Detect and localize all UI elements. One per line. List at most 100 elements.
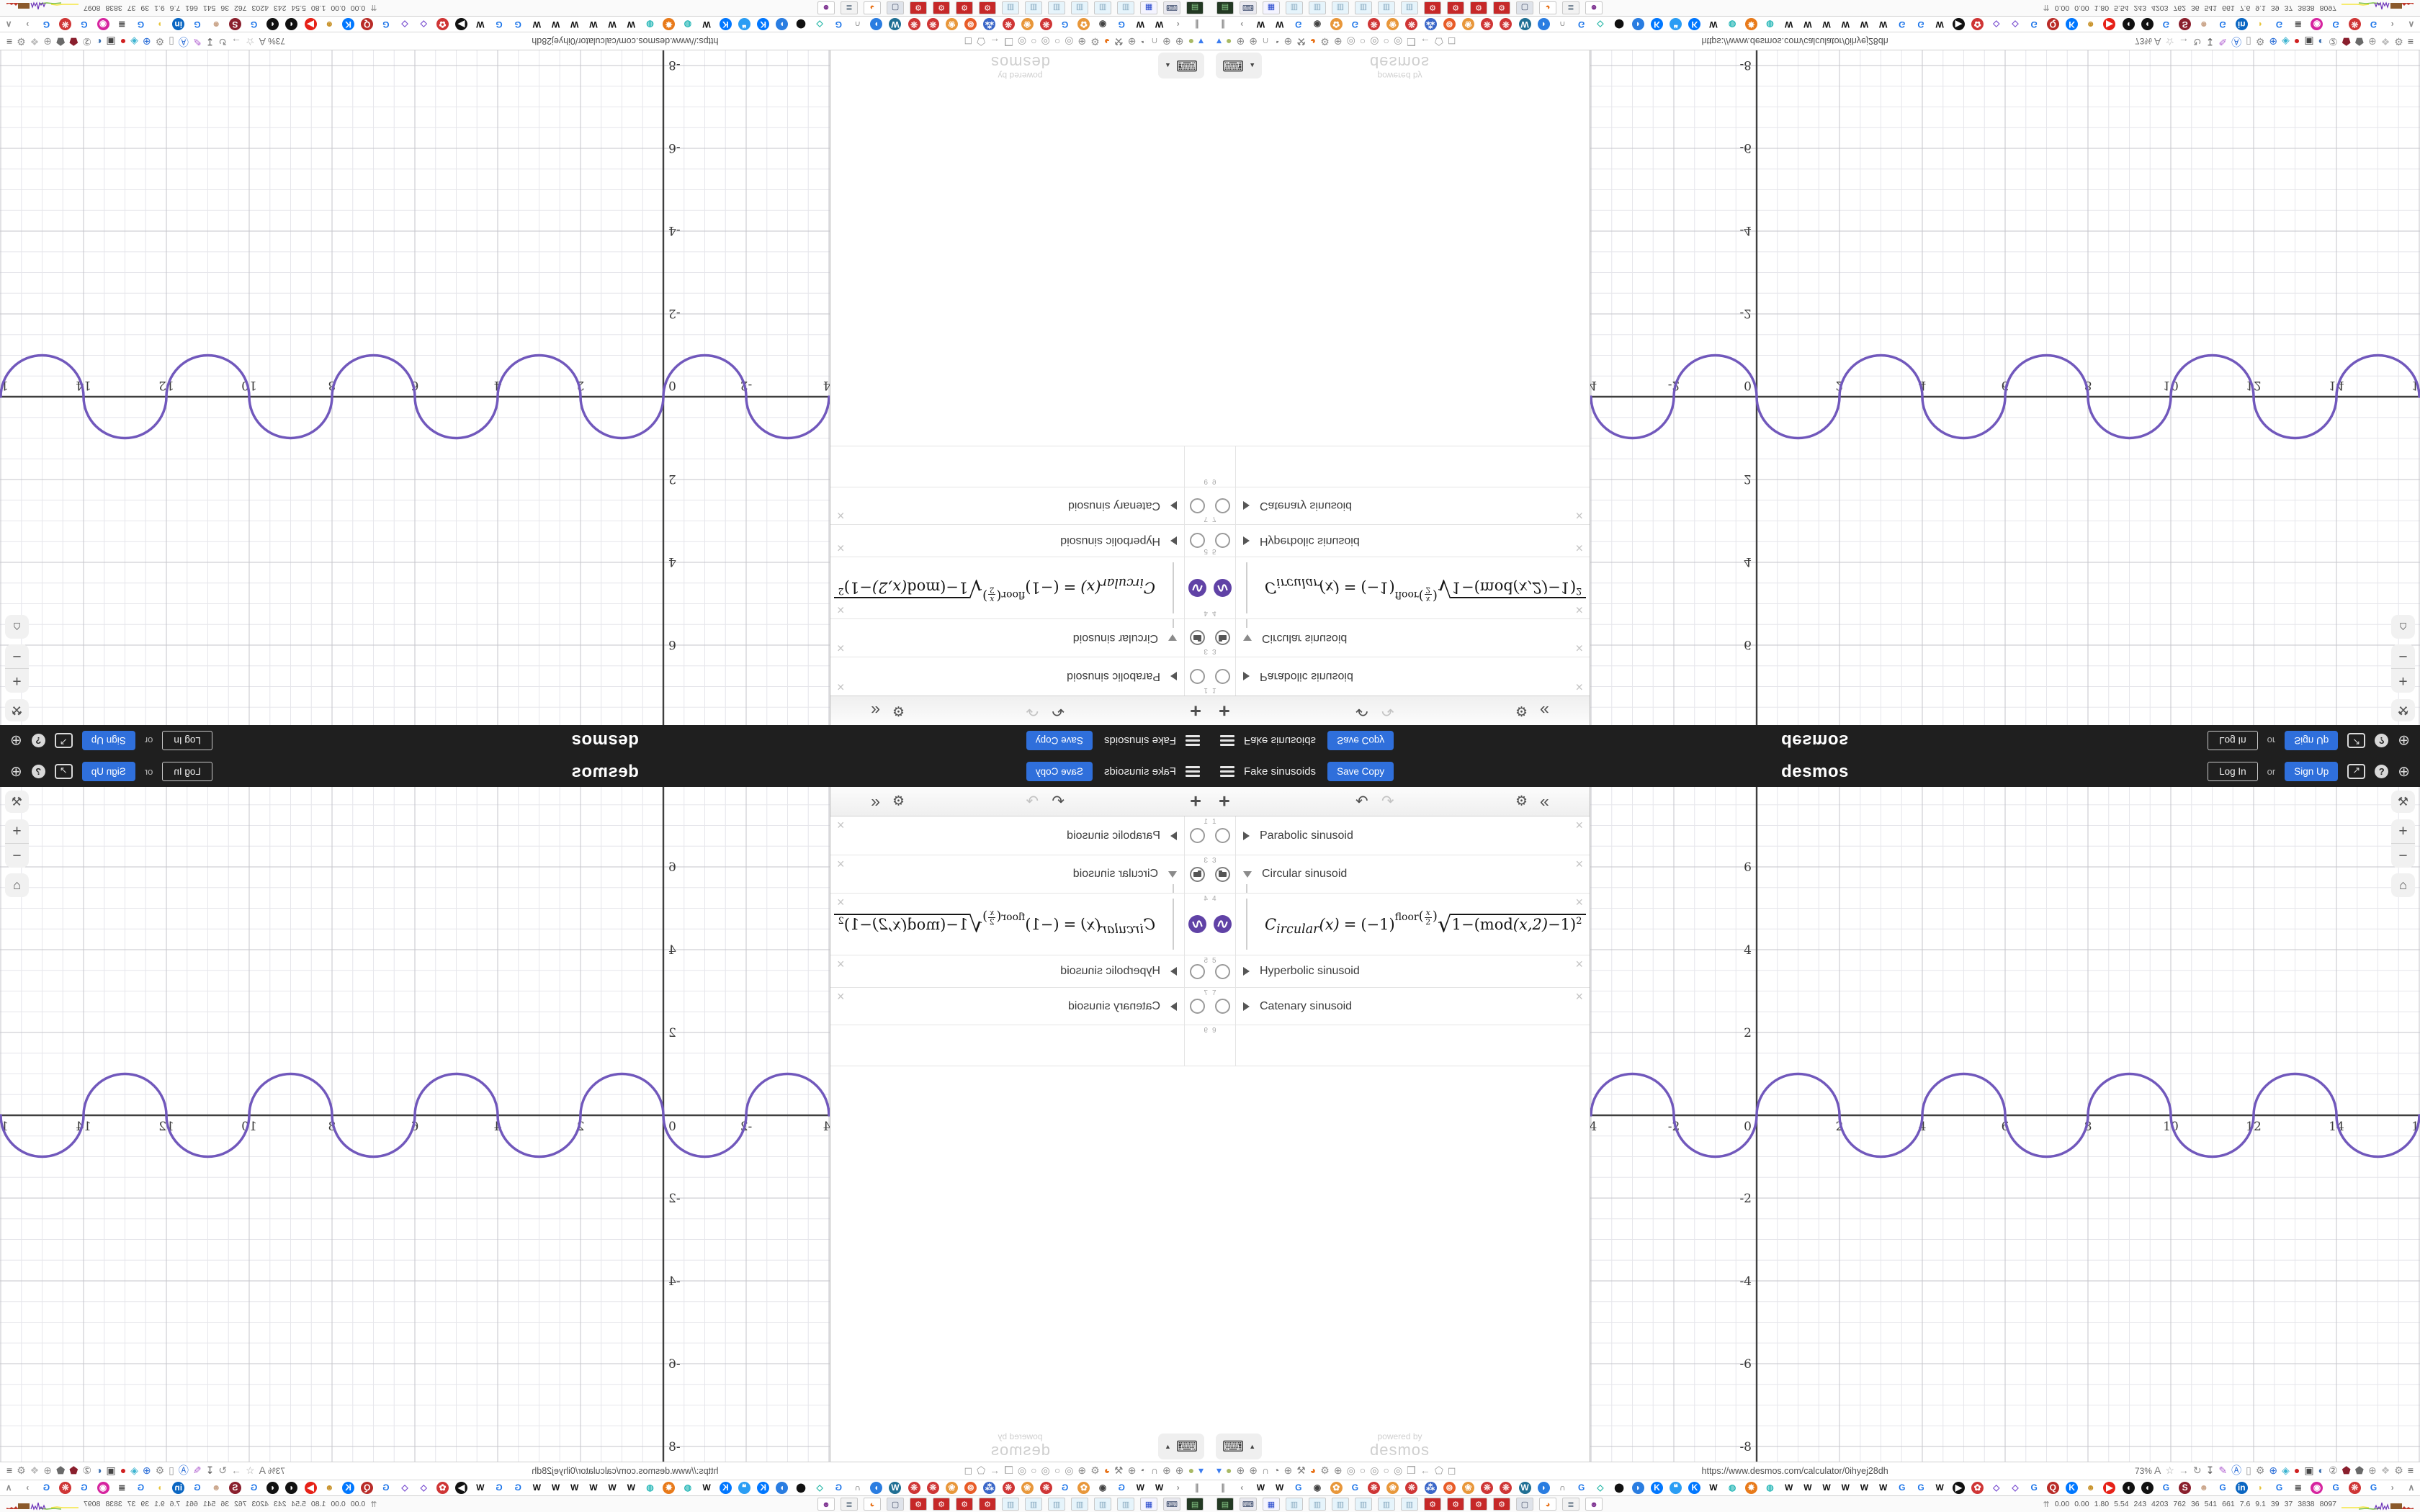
tab-favicon[interactable]: ✸ <box>1744 18 1757 30</box>
extension-icon[interactable]: ⊕ <box>1283 36 1293 48</box>
default-viewport-home-button[interactable]: ⌂ <box>5 873 29 897</box>
tab-favicon[interactable]: ✿ <box>1971 18 1984 30</box>
status-icon[interactable]: ◎ <box>1346 1464 1355 1476</box>
tab-favicon[interactable]: G <box>2370 19 2378 30</box>
expression-row-folder-circular[interactable]: 3 Circular sinusoid × <box>830 618 1210 657</box>
zoom-out-button[interactable]: − <box>12 847 22 864</box>
extension-icon[interactable]: ◕ <box>1309 1464 1317 1476</box>
undo-icon[interactable]: ↶ <box>1052 793 1065 810</box>
tab-favicon[interactable]: K <box>2066 1482 2079 1494</box>
extension-icon[interactable]: ⊕ <box>1236 36 1245 48</box>
tab-favicon[interactable]: ≣ <box>118 1482 126 1493</box>
tab-favicon[interactable]: Q <box>361 18 374 30</box>
hide-panel-icon[interactable]: « <box>871 791 880 811</box>
tab-favicon[interactable]: G <box>42 19 50 30</box>
status-icon[interactable]: ⬠ <box>1434 36 1443 48</box>
sign-up-button[interactable]: Sign Up <box>2285 762 2339 781</box>
folder-toggle-circle-icon[interactable] <box>1215 669 1230 684</box>
tab-favicon[interactable]: W <box>627 19 635 30</box>
tab-favicon[interactable]: ☻ <box>2199 1482 2209 1493</box>
toolbar-icon[interactable]: ⬟ <box>2341 1464 2351 1476</box>
monitor-value[interactable]: 243 <box>273 4 287 12</box>
tab-favicon[interactable]: G <box>382 1482 390 1493</box>
app-icon[interactable]: ▥ <box>1048 1498 1065 1511</box>
tab-favicon[interactable]: ◗ <box>776 18 789 30</box>
graph-paper[interactable]: -4-20246810121416642-2-4-6-8 ⚒ + − ⌂ <box>0 787 830 1462</box>
log-in-button[interactable]: Log In <box>162 731 212 750</box>
app-icon[interactable]: ▥ <box>1025 1 1042 14</box>
tab-favicon[interactable]: G <box>1061 19 1069 30</box>
main-menu-icon[interactable] <box>1220 766 1234 777</box>
folder-toggle-circle-icon[interactable] <box>1215 963 1230 979</box>
tab-favicon[interactable]: ❀ <box>1462 1482 1475 1494</box>
desmos-logo[interactable]: desmos <box>1781 761 1849 781</box>
toolbar-icon[interactable]: A <box>2154 1464 2161 1476</box>
folder-label[interactable]: Parabolic sinusoid <box>1260 829 1353 842</box>
folder-label[interactable]: Catenary sinusoid <box>1067 500 1160 513</box>
delete-row-icon[interactable]: × <box>837 508 845 523</box>
tab-favicon[interactable]: W <box>608 19 617 30</box>
folder-label[interactable]: Catenary sinusoid <box>1067 999 1160 1012</box>
app-icon[interactable]: ⌨ <box>1240 1498 1257 1511</box>
tab-favicon[interactable]: ◍ <box>646 19 654 30</box>
toolbar-icon[interactable]: ⚙ <box>17 36 26 48</box>
tab-favicon[interactable]: ⊚ <box>964 1482 977 1494</box>
monitor-value[interactable]: 762 <box>234 1500 247 1508</box>
tab-favicon[interactable]: ‹ <box>1176 1482 1180 1493</box>
app-icon[interactable]: ⚙ <box>1447 1 1464 14</box>
monitor-value[interactable]: 4203 <box>251 1500 269 1508</box>
app-icon[interactable]: ☻ <box>1585 1498 1603 1511</box>
expression-row-empty[interactable]: 9 <box>1210 446 1590 487</box>
toolbar-icon[interactable]: A <box>2154 36 2161 48</box>
tab-favicon[interactable]: ▶ <box>1952 18 1965 30</box>
tab-favicon[interactable]: W <box>1841 1482 1850 1493</box>
toolbar-icon[interactable]: ↧ <box>205 1464 215 1476</box>
monitor-value[interactable]: 4203 <box>251 4 269 12</box>
status-icon[interactable]: ◻ <box>1447 1464 1456 1476</box>
main-menu-icon[interactable] <box>1186 766 1200 777</box>
folder-expanded-arrow-icon[interactable] <box>1168 634 1177 642</box>
undo-icon[interactable]: ↶ <box>1355 702 1368 719</box>
tab-favicon[interactable]: ❊ <box>926 1482 939 1494</box>
add-expression-button[interactable]: + <box>1190 790 1201 812</box>
tab-favicon[interactable]: G <box>1577 19 1585 30</box>
curve-color-swatch-icon[interactable] <box>1214 579 1232 597</box>
extension-icon[interactable]: ⚒ <box>1114 36 1124 48</box>
toolbar-icon[interactable]: ⊕ <box>142 36 151 48</box>
app-icon[interactable]: ▤ <box>1216 1498 1234 1511</box>
app-icon[interactable]: ▢ <box>1516 1498 1533 1511</box>
tab-favicon[interactable]: ‹ <box>1176 19 1180 30</box>
tab-favicon[interactable]: W <box>476 1482 485 1493</box>
tab-favicon[interactable]: S <box>2179 18 2192 30</box>
tab-favicon[interactable]: ≣ <box>118 19 126 30</box>
tab-favicon[interactable]: ☻ <box>2199 19 2209 30</box>
monitor-value[interactable]: 7.6 <box>169 4 181 12</box>
tab-favicon[interactable]: ❝ <box>1670 1482 1682 1494</box>
tab-favicon[interactable]: ⊚ <box>1443 1482 1456 1494</box>
tab-favicon[interactable]: ∧ <box>5 1482 12 1493</box>
tab-favicon[interactable]: W <box>1803 19 1812 30</box>
toolbar-icon[interactable]: → <box>231 36 242 48</box>
status-icon[interactable]: ○ <box>1383 36 1389 48</box>
delete-row-icon[interactable]: × <box>837 818 845 832</box>
folder-icon[interactable] <box>1215 866 1230 882</box>
folder-toggle-circle-icon[interactable] <box>1215 498 1230 513</box>
delete-row-icon[interactable]: × <box>837 857 845 871</box>
delete-row-icon[interactable]: × <box>837 989 845 1004</box>
default-viewport-home-button[interactable]: ⌂ <box>2391 615 2415 639</box>
tab-favicon[interactable]: W <box>1256 19 1265 30</box>
tab-favicon[interactable]: › <box>26 1482 30 1493</box>
help-icon[interactable]: ? <box>2375 765 2389 778</box>
expression-row-folder-catenary[interactable]: 7 Catenary sinusoid × <box>1210 487 1590 524</box>
toolbar-icon[interactable]: ▣ <box>106 1464 116 1476</box>
extension-icon[interactable]: ◔ <box>1140 36 1147 48</box>
tab-favicon[interactable]: ◉ <box>1098 1482 1107 1493</box>
app-icon[interactable]: ◕ <box>1539 1498 1556 1511</box>
status-icon[interactable]: ○ <box>1054 1464 1061 1476</box>
app-icon[interactable]: ▥ <box>1378 1498 1395 1511</box>
toolbar-icon[interactable]: ❖ <box>30 1464 40 1476</box>
tab-favicon[interactable]: ◇ <box>816 1482 823 1493</box>
tab-favicon[interactable]: ❊ <box>1481 1482 1494 1494</box>
toolbar-icon[interactable]: Ⓐ <box>178 36 189 48</box>
